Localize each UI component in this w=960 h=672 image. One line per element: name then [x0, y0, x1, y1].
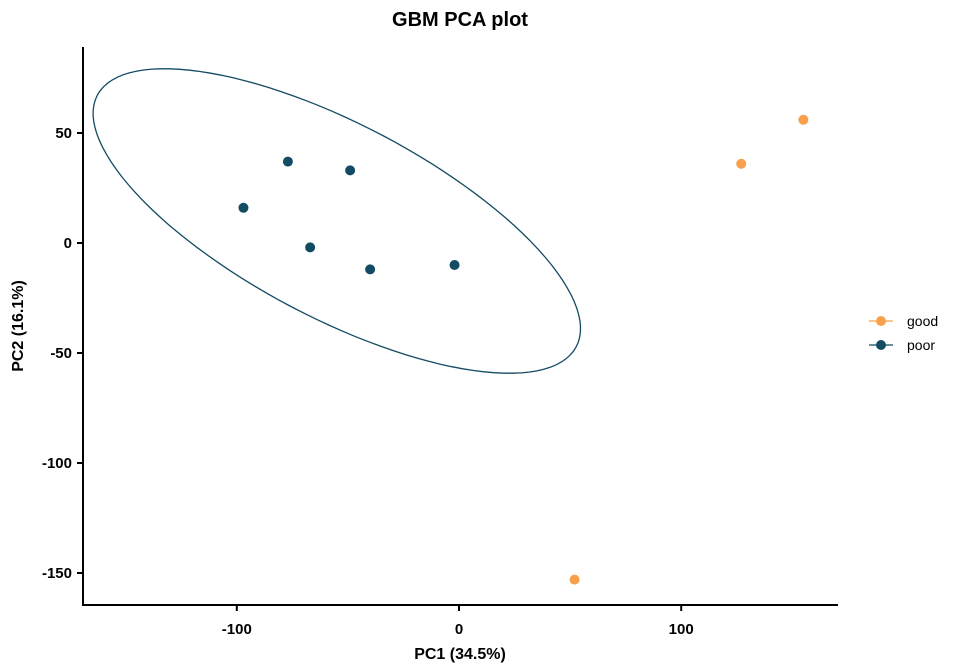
point-good: [798, 114, 809, 125]
axis-ticks: -100 0 100 50 0 -50 -100 -150: [42, 125, 694, 638]
plot-area: [92, 68, 809, 585]
y-tick-label: 50: [55, 125, 72, 142]
point-good: [569, 574, 580, 585]
y-tick-label: -50: [50, 345, 72, 362]
legend-label-good: good: [907, 313, 938, 329]
point-poor: [345, 165, 356, 176]
point-poor: [305, 242, 316, 253]
confidence-ellipse-poor: [92, 68, 582, 374]
legend-marker-good: [876, 316, 886, 326]
legend-marker-poor: [876, 340, 886, 350]
x-axis-title: PC1 (34.5%): [414, 646, 506, 663]
chart-title: GBM PCA plot: [392, 9, 528, 31]
y-tick-label: -100: [42, 455, 72, 472]
point-poor: [365, 264, 376, 275]
x-tick-label: 100: [669, 621, 694, 638]
legend-label-poor: poor: [907, 337, 935, 353]
y-tick-label: -150: [42, 565, 72, 582]
point-poor: [449, 260, 460, 270]
legend: good poor: [869, 313, 938, 353]
point-poor: [238, 202, 249, 213]
x-tick-label: 0: [455, 621, 463, 638]
y-axis-title: PC2 (16.1%): [10, 280, 27, 372]
y-tick-label: 0: [64, 235, 72, 252]
point-good: [736, 158, 747, 169]
x-tick-label: -100: [222, 621, 252, 638]
point-poor: [282, 156, 293, 167]
